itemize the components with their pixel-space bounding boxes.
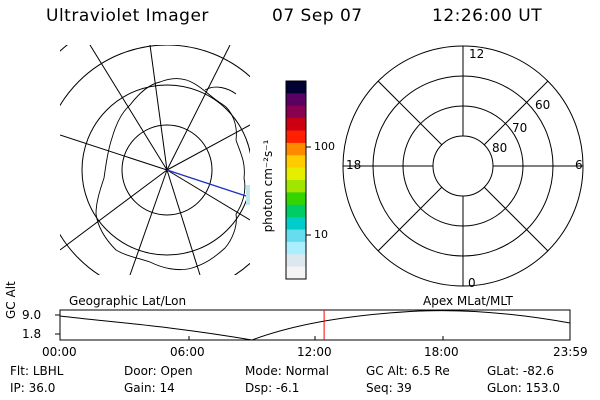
timeline-x-tick-4: 23:59 <box>553 345 588 359</box>
colorbar-segment <box>286 81 306 94</box>
time-label: 12:26:00 UT <box>432 6 543 26</box>
footer-gc-alt-key: GC Alt: <box>366 364 408 378</box>
colorbar-segment <box>286 93 306 107</box>
timeline-axis-label: GC Alt <box>4 281 18 319</box>
aurora-speck <box>246 185 250 205</box>
colorbar-frame <box>285 80 307 280</box>
colorbar-segment <box>286 254 306 268</box>
colorbar-segment <box>286 142 306 156</box>
footer-mode: Mode: Normal <box>245 364 329 378</box>
footer-mode-key: Mode: <box>245 364 282 378</box>
colorbar-segment <box>286 266 306 280</box>
colorbar-segment <box>286 217 306 231</box>
timeline-axis-label-text: GC Alt <box>4 281 18 319</box>
footer-glat-value: -82.6 <box>522 364 554 378</box>
colorbar <box>286 81 306 280</box>
footer-door: Door: Open <box>124 364 193 378</box>
mlt-label-6: 6 <box>575 158 583 172</box>
polar-plot <box>342 45 584 287</box>
date-label: 07 Sep 07 <box>272 6 363 26</box>
footer-glon: GLon: 153.0 <box>487 381 560 395</box>
altitude-timeline <box>55 309 571 341</box>
footer-filter-value: LBHL <box>32 364 64 378</box>
footer-door-value: Open <box>160 364 193 378</box>
footer-seq-value: 39 <box>396 381 412 395</box>
footer-ip: IP: 36.0 <box>10 381 55 395</box>
polar-plot-caption: Apex MLat/MLT <box>423 294 513 308</box>
footer-gc-alt: GC Alt: 6.5 Re <box>366 364 450 378</box>
colorbar-segment <box>286 241 306 255</box>
timeline-y-tick-max: 9.0 <box>22 308 42 322</box>
mlat-label-70: 70 <box>512 121 528 135</box>
mlat-label-60: 60 <box>535 98 551 112</box>
footer-seq-key: Seq: <box>366 381 393 395</box>
footer-gain: Gain: 14 <box>124 381 175 395</box>
timeline-x-tick-3: 18:00 <box>424 345 459 359</box>
mlt-label-12: 12 <box>469 47 485 61</box>
timeline-x-tick-1: 06:00 <box>170 345 205 359</box>
footer-door-key: Door: <box>124 364 157 378</box>
colorbar-segment <box>286 192 306 206</box>
footer-dsp-value: -6.1 <box>275 381 300 395</box>
footer-gain-key: Gain: <box>124 381 156 395</box>
footer-mode-value: Normal <box>285 364 329 378</box>
mlt-label-0: 0 <box>468 276 476 290</box>
colorbar-segment <box>286 118 306 132</box>
footer-ip-key: IP: <box>10 381 25 395</box>
mlt-label-18: 18 <box>346 158 362 172</box>
footer-dsp-key: Dsp: <box>245 381 273 395</box>
colorbar-segment <box>286 180 306 193</box>
footer-glon-value: 153.0 <box>525 381 560 395</box>
timeline-x-tick-2: 12:00 <box>297 345 332 359</box>
footer-filter-key: Flt: <box>10 364 29 378</box>
footer-glat-key: GLat: <box>487 364 520 378</box>
footer-glon-key: GLon: <box>487 381 522 395</box>
timeline-y-tick-min: 1.8 <box>22 327 42 341</box>
footer-gc-alt-value: 6.5 Re <box>411 364 450 378</box>
footer-glat: GLat: -82.6 <box>487 364 554 378</box>
footer-dsp: Dsp: -6.1 <box>245 381 299 395</box>
colorbar-label-10: 10 <box>314 228 328 241</box>
footer-ip-value: 36.0 <box>28 381 56 395</box>
colorbar-segment <box>286 105 306 119</box>
app-title: Ultraviolet Imager <box>46 6 209 26</box>
geographic-map <box>60 45 250 275</box>
geo-map-caption: Geographic Lat/Lon <box>69 294 187 308</box>
colorbar-segment <box>286 155 306 169</box>
footer-gain-value: 14 <box>159 381 175 395</box>
colorbar-segment <box>286 204 306 218</box>
mlat-label-80: 80 <box>492 141 508 155</box>
colorbar-label-100: 100 <box>314 140 335 153</box>
colorbar-segment <box>286 130 306 144</box>
colorbar-segment <box>286 229 306 243</box>
footer-filter: Flt: LBHL <box>10 364 63 378</box>
timeline-x-tick-0: 00:00 <box>42 345 77 359</box>
colorbar-segment <box>286 167 306 181</box>
colorbar-unit-label: photon cm⁻²s⁻¹ <box>261 139 275 233</box>
footer-seq: Seq: 39 <box>366 381 412 395</box>
